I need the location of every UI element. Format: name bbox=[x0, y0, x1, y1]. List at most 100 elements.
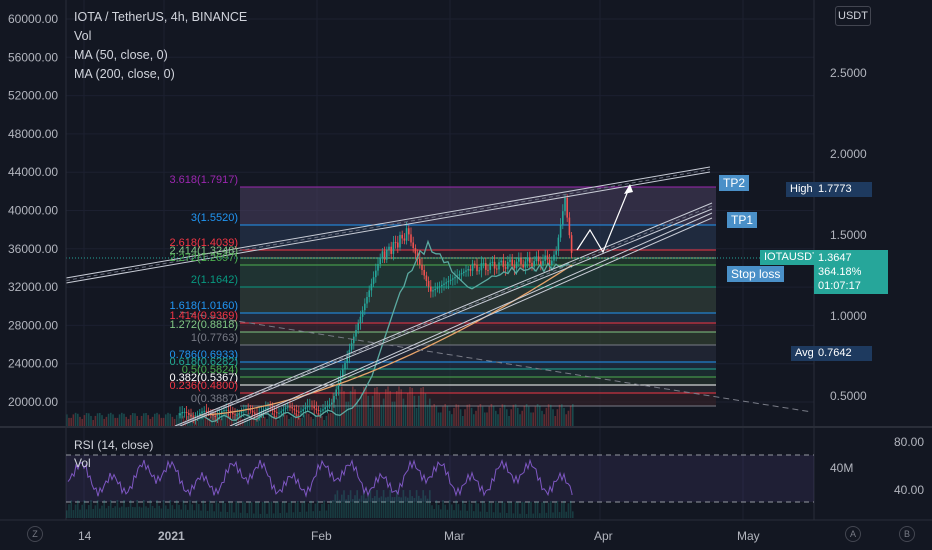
volume-bar bbox=[288, 419, 290, 426]
volume-bar bbox=[460, 409, 462, 426]
volume-bar bbox=[145, 413, 147, 426]
rsi-volume-bar bbox=[295, 503, 297, 518]
rsi-volume-bar bbox=[310, 501, 312, 518]
candle-body bbox=[496, 269, 498, 270]
high-tag-value: 1.7773 bbox=[814, 182, 872, 197]
volume-bar bbox=[330, 413, 332, 426]
symbol-title[interactable]: IOTA / TetherUS, 4h, BINANCE bbox=[74, 8, 247, 27]
volume-bar bbox=[172, 417, 174, 426]
rsi-volume-bar bbox=[257, 502, 259, 518]
vol-indicator[interactable]: Vol bbox=[74, 27, 247, 46]
candle-body bbox=[476, 264, 478, 271]
rsi-volume-bar bbox=[341, 495, 343, 518]
rsi-volume-bar bbox=[451, 504, 453, 518]
candle-body bbox=[329, 405, 331, 406]
candle-body bbox=[516, 262, 518, 269]
volume-bar bbox=[378, 393, 380, 426]
volume-bar bbox=[139, 420, 141, 426]
candle-body bbox=[428, 281, 430, 287]
rsi-legend[interactable]: RSI (14, close) Vol bbox=[74, 436, 153, 472]
volume-bar bbox=[409, 387, 411, 426]
ma50-indicator[interactable]: MA (50, close, 0) bbox=[74, 46, 247, 65]
candle-body bbox=[190, 415, 192, 417]
rsi-volume-bar bbox=[572, 511, 574, 518]
rsi-volume-bar bbox=[66, 510, 68, 518]
rsi-volume-bar bbox=[499, 513, 501, 518]
rsi-volume-bar bbox=[563, 501, 565, 518]
tp2-label[interactable]: TP2 bbox=[719, 175, 749, 191]
volume-bar bbox=[169, 414, 171, 426]
volume-bar bbox=[557, 409, 559, 426]
currency-button[interactable]: USDT bbox=[835, 6, 871, 26]
volume-bar bbox=[550, 405, 552, 426]
candle-body bbox=[331, 403, 333, 405]
rsi-volume-bar bbox=[418, 496, 420, 518]
log-scale-button[interactable]: B bbox=[899, 526, 915, 542]
tp1-label[interactable]: TP1 bbox=[727, 212, 757, 228]
candle-body bbox=[278, 413, 280, 414]
rsi-volume-bar bbox=[473, 511, 475, 518]
volume-bar bbox=[337, 399, 339, 426]
volume-bar bbox=[491, 404, 493, 426]
candle-body bbox=[472, 264, 474, 271]
rsi-volume-bar bbox=[550, 501, 552, 518]
rsi-volume-bar bbox=[416, 490, 418, 518]
rsi-vol-label[interactable]: Vol bbox=[74, 454, 153, 472]
rsi-volume-bar bbox=[460, 510, 462, 518]
rsi-volume-bar bbox=[79, 510, 81, 518]
candle-body bbox=[399, 235, 401, 248]
rsi-volume-bar bbox=[97, 500, 99, 518]
volume-bar bbox=[312, 419, 314, 426]
stop-loss-label[interactable]: Stop loss bbox=[727, 266, 784, 282]
volume-bar bbox=[326, 416, 328, 426]
volume-bar bbox=[451, 414, 453, 426]
candle-body bbox=[309, 406, 311, 407]
rsi-volume-bar bbox=[152, 506, 154, 518]
candle-body bbox=[478, 270, 480, 271]
volume-bar bbox=[546, 408, 548, 426]
left-axis-tick: 28000.00 bbox=[8, 318, 58, 332]
rsi-title[interactable]: RSI (14, close) bbox=[74, 436, 153, 454]
ma200-indicator[interactable]: MA (200, close, 0) bbox=[74, 65, 247, 84]
rsi-volume-bar bbox=[546, 513, 548, 518]
rsi-volume-bar bbox=[222, 501, 224, 518]
auto-scale-button[interactable]: A bbox=[845, 526, 861, 542]
high-tag-label: High bbox=[786, 182, 817, 197]
candle-body bbox=[474, 264, 476, 265]
volume-bar bbox=[376, 387, 378, 426]
candle-body bbox=[445, 282, 447, 283]
volume-bar bbox=[420, 388, 422, 426]
volume-bar bbox=[90, 416, 92, 426]
left-axis-tick: 20000.00 bbox=[8, 395, 58, 409]
candle-body bbox=[520, 258, 522, 264]
rsi-volume-bar bbox=[570, 501, 572, 518]
rsi-volume-bar bbox=[183, 500, 185, 518]
volume-bar bbox=[321, 416, 323, 426]
candle-body bbox=[307, 406, 309, 407]
rsi-volume-bar bbox=[502, 501, 504, 518]
candle-body bbox=[335, 389, 337, 396]
fib-level-label: 2(1.1642) bbox=[191, 274, 238, 286]
rsi-volume-bar bbox=[539, 513, 541, 518]
volume-bar bbox=[130, 415, 132, 426]
rsi-volume-bar bbox=[334, 494, 336, 518]
rsi-volume-bar bbox=[436, 500, 438, 518]
timezone-z-button[interactable]: Z bbox=[27, 526, 43, 542]
volume-bar bbox=[86, 413, 88, 426]
rsi-volume-bar bbox=[260, 514, 262, 518]
rsi-volume-bar bbox=[506, 513, 508, 518]
right-axis-tick: 1.0000 bbox=[830, 309, 867, 323]
volume-bar bbox=[119, 414, 121, 426]
candle-body bbox=[239, 413, 241, 415]
chart-legend[interactable]: IOTA / TetherUS, 4h, BINANCE Vol MA (50,… bbox=[74, 8, 247, 84]
volume-bar bbox=[158, 414, 160, 426]
rsi-volume-bar bbox=[524, 502, 526, 518]
rsi-volume-bar bbox=[202, 501, 204, 518]
rsi-volume-bar bbox=[229, 501, 231, 518]
rsi-volume-bar bbox=[180, 510, 182, 518]
date-axis-tick: May bbox=[737, 529, 760, 543]
volume-bar bbox=[528, 407, 530, 426]
rsi-volume-bar bbox=[251, 502, 253, 518]
rsi-volume-bar bbox=[449, 500, 451, 518]
rsi-volume-bar bbox=[86, 509, 88, 518]
